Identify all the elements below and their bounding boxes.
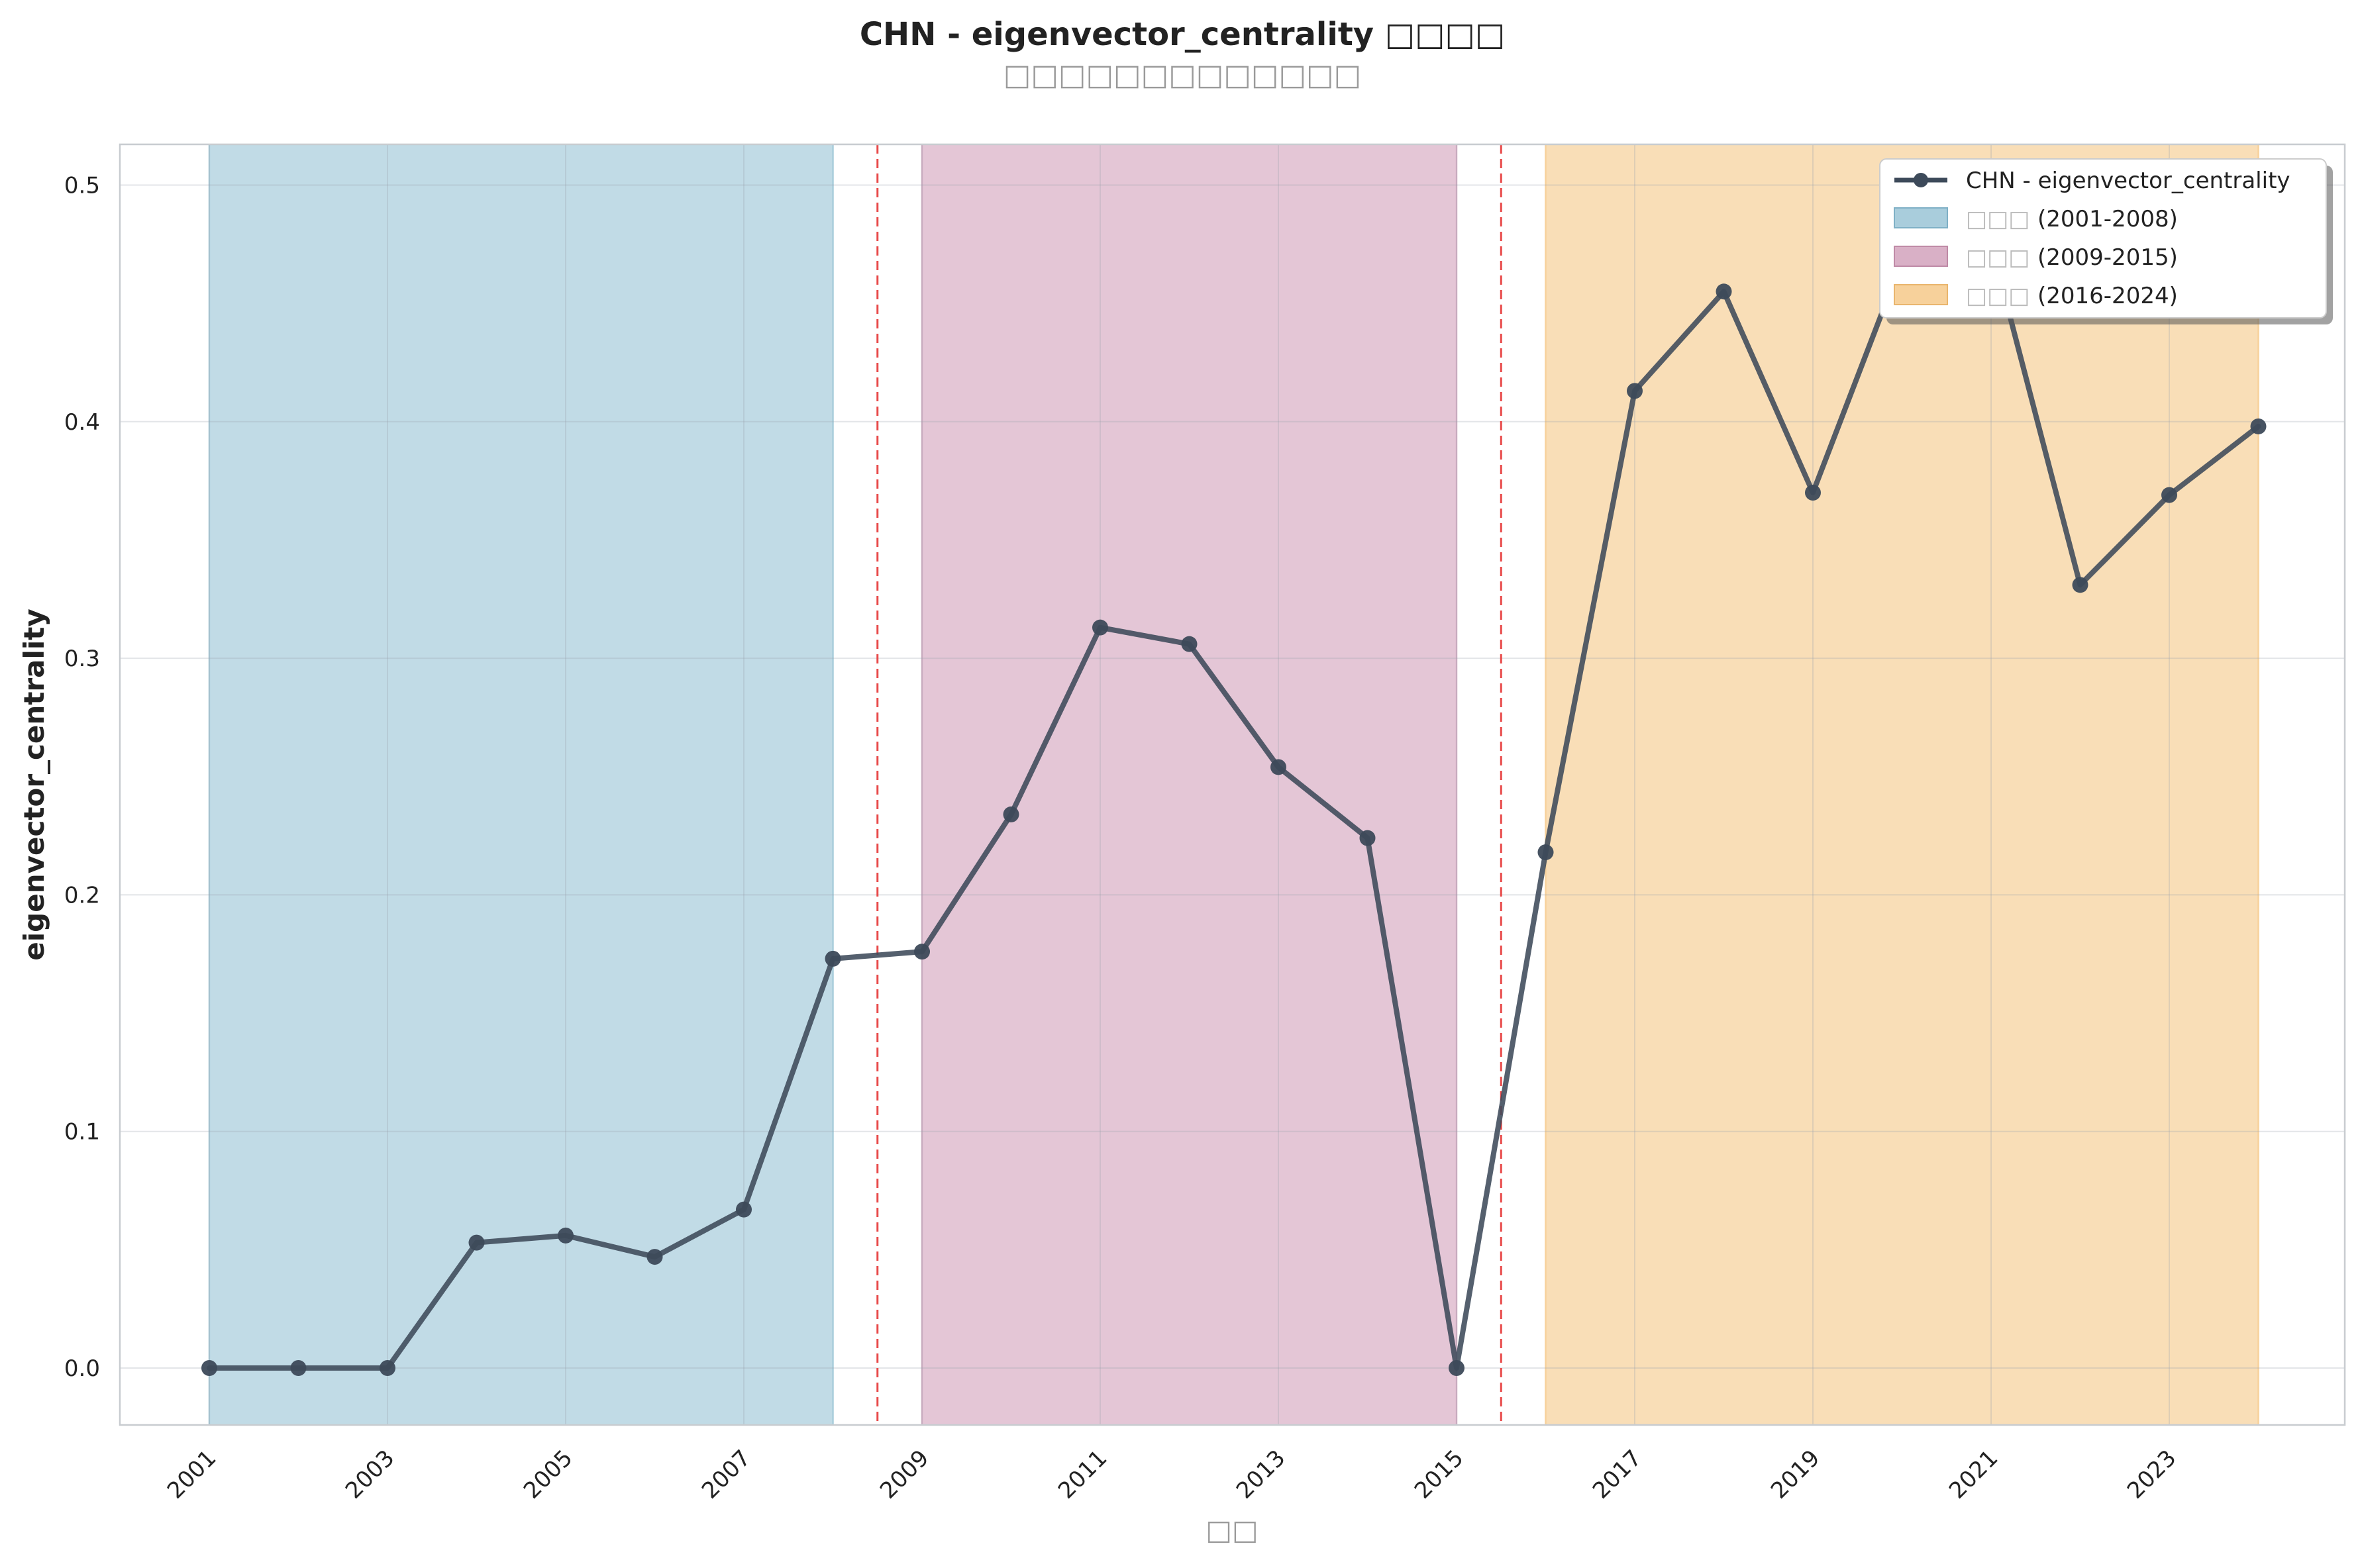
legend-period-2-name: □□□ — [1966, 244, 2030, 271]
grid-lines — [120, 144, 2345, 1425]
data-point — [2250, 418, 2267, 434]
x-tick-label: 2007 — [697, 1445, 756, 1504]
x-tick-label: 2001 — [162, 1445, 221, 1504]
data-point — [201, 1360, 217, 1376]
plot-frame — [119, 143, 2346, 1426]
data-point — [1092, 619, 1108, 636]
series-points — [201, 236, 2267, 1376]
data-point — [290, 1360, 307, 1376]
legend-period-3-range: (2016-2024) — [2037, 283, 2178, 309]
y-tick-label: 0.2 — [64, 882, 100, 908]
x-tick-label: 2023 — [2122, 1445, 2181, 1504]
x-axis-label: □□ — [1206, 1514, 1258, 1546]
data-point — [380, 1360, 395, 1376]
y-tick-label: 0.3 — [64, 646, 100, 672]
data-point — [2161, 487, 2177, 503]
data-point — [646, 1249, 663, 1265]
data-point — [1716, 283, 1732, 300]
data-point — [1805, 484, 1821, 501]
y-tick-label: 0.5 — [64, 173, 100, 199]
period-band-1 — [209, 144, 833, 1425]
legend-period-3-name: □□□ — [1966, 283, 2030, 309]
data-point — [558, 1227, 574, 1244]
legend-swatch-period-2 — [1894, 246, 1948, 267]
period-bands — [208, 144, 2259, 1425]
legend-swatch-period-1 — [1894, 207, 1948, 228]
data-point — [2072, 577, 2088, 593]
data-point — [1537, 844, 1554, 861]
legend-series-name: CHN - eigenvector_centrality — [1966, 168, 2290, 194]
data-point — [736, 1201, 752, 1218]
y-tick-label: 0.4 — [64, 409, 100, 436]
x-tick-label: 2011 — [1053, 1445, 1112, 1504]
period-band-2 — [922, 144, 1457, 1425]
y-tick-label: 0.1 — [64, 1119, 100, 1146]
data-point — [468, 1234, 485, 1251]
data-point — [825, 950, 841, 967]
x-tick-label: 2005 — [519, 1445, 578, 1504]
legend-period-1-name: □□□ — [1966, 206, 2030, 232]
y-axis-label: eigenvector_centrality — [18, 609, 50, 960]
chart-title: CHN - eigenvector_centrality □□□□ — [860, 16, 1505, 53]
legend-period-1-range: (2001-2008) — [2037, 206, 2178, 232]
x-tick-label: 2017 — [1588, 1445, 1647, 1504]
period-band-3 — [1545, 144, 2259, 1425]
x-tick-label: 2009 — [875, 1445, 934, 1504]
x-axis-ticks: 2001 2003 2005 2007 2009 2011 2013 2015 2017 2019… — [162, 1445, 2181, 1504]
period-boundary-lines — [876, 144, 1502, 1425]
x-tick-label: 2019 — [1766, 1445, 1825, 1504]
data-point — [1449, 1360, 1465, 1376]
legend: CHN - eigenvector_centrality □□□ (2001-2… — [1879, 158, 2333, 324]
y-tick-label: 0.0 — [64, 1355, 100, 1382]
data-point — [1003, 806, 1019, 822]
data-point — [1359, 830, 1376, 846]
x-tick-label: 2003 — [340, 1445, 399, 1504]
legend-period-2-range: (2009-2015) — [2037, 244, 2178, 271]
x-tick-label: 2021 — [1944, 1445, 2003, 1504]
data-point — [1270, 759, 1286, 775]
data-point — [1181, 636, 1198, 652]
legend-box — [1879, 158, 2327, 318]
legend-marker-swatch — [1914, 173, 1928, 187]
x-tick-label: 2015 — [1410, 1445, 1468, 1504]
chart-subtitle: □□□□□□□□□□□□□ — [1003, 58, 1361, 92]
data-point — [1627, 383, 1643, 399]
y-axis-ticks: 0.0 0.1 0.2 0.3 0.4 0.5 — [64, 173, 100, 1383]
data-point — [914, 944, 930, 960]
legend-swatch-period-3 — [1894, 284, 1948, 305]
x-tick-label: 2013 — [1231, 1445, 1290, 1504]
